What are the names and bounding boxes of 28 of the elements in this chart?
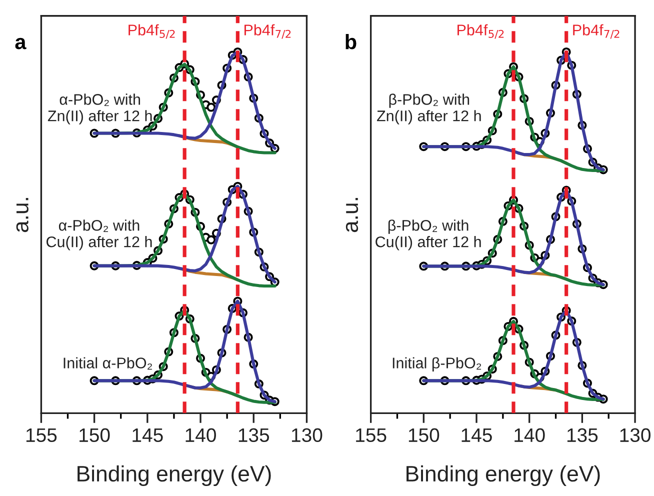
x-tick-label: 140 bbox=[514, 428, 545, 442]
x-tick-label: 145 bbox=[462, 428, 492, 442]
x-tick-label: 135 bbox=[238, 428, 270, 442]
x-tick-label: 140 bbox=[186, 428, 216, 442]
x-tick-label: 130 bbox=[292, 428, 322, 442]
ref-line-label: Pb4f$_{7/2}$ bbox=[573, 24, 620, 39]
ref-line-label: Pb4f$_{7/2}$ bbox=[244, 24, 291, 39]
ref-line-label: Pb4f$_{5/2}$ bbox=[458, 24, 504, 39]
x-tick-label: 135 bbox=[567, 428, 598, 442]
x-tick-label: 150 bbox=[80, 428, 110, 442]
x-axis-title: Binding energy (eV) bbox=[78, 465, 271, 486]
annotation: Initial β-PbO₂ bbox=[392, 357, 482, 372]
x-axis-title: Binding energy (eV) bbox=[406, 465, 600, 486]
chart-title: b bbox=[346, 34, 356, 50]
x-tick-label: 130 bbox=[620, 428, 650, 442]
x-tick-label: 150 bbox=[408, 428, 440, 442]
y-axis-title: a.u. bbox=[346, 198, 358, 232]
annotation: α-PbO₂ with Zn(II) after 12 h bbox=[48, 94, 152, 124]
chart-title: a bbox=[15, 38, 26, 50]
ref-line-label: Pb4f$_{5/2}$ bbox=[128, 24, 175, 39]
x-tick-label: 155 bbox=[26, 428, 57, 442]
annotation: α-PbO₂ with Cu(II) after 12 h bbox=[46, 220, 152, 250]
annotation: β-PbO₂ with Zn(II) after 12 h bbox=[376, 94, 481, 124]
x-tick-label: 155 bbox=[356, 428, 386, 442]
y-axis-title: a.u. bbox=[16, 198, 28, 232]
x-tick-label: 145 bbox=[132, 428, 163, 442]
annotation: Initial α-PbO₂ bbox=[64, 357, 152, 370]
annotation: β-PbO₂ with Cu(II) after 12 h bbox=[376, 220, 481, 250]
